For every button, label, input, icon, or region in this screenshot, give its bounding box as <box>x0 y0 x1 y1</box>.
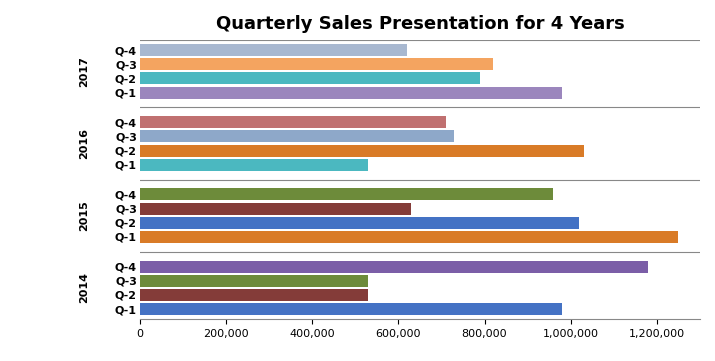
Bar <box>139 188 553 200</box>
Bar <box>139 87 562 99</box>
Bar <box>139 72 480 84</box>
Bar <box>139 217 579 229</box>
Bar <box>139 130 454 143</box>
Bar <box>139 203 411 214</box>
Text: 2014: 2014 <box>79 272 89 303</box>
Text: 2015: 2015 <box>79 200 89 231</box>
Bar <box>139 116 445 128</box>
Text: 2017: 2017 <box>79 56 89 87</box>
Bar <box>139 303 562 315</box>
Title: Quarterly Sales Presentation for 4 Years: Quarterly Sales Presentation for 4 Years <box>215 15 624 33</box>
Bar <box>139 261 649 273</box>
Bar <box>139 58 493 70</box>
Text: 2016: 2016 <box>79 128 89 159</box>
Bar <box>139 144 583 157</box>
Bar <box>139 231 679 243</box>
Bar <box>139 159 368 171</box>
Bar <box>139 275 368 287</box>
Bar <box>139 289 368 301</box>
Bar <box>139 44 407 56</box>
